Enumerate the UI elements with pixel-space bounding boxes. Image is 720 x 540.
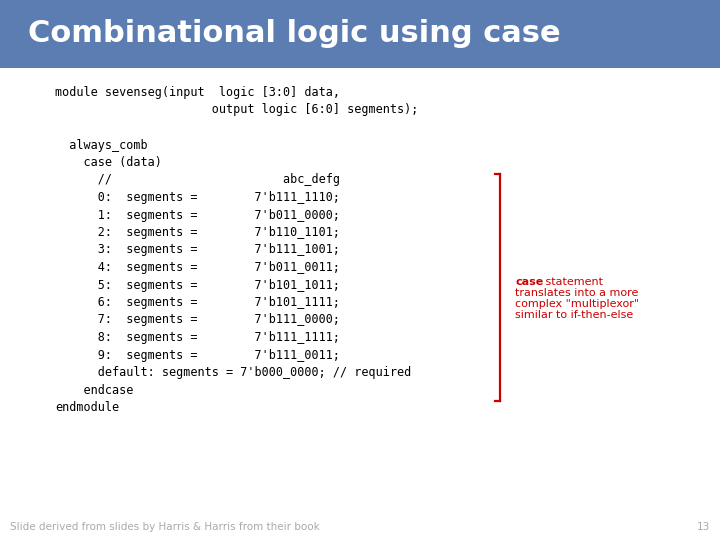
Text: endmodule: endmodule bbox=[55, 401, 119, 414]
Text: 6:  segments =        7'b101_1111;: 6: segments = 7'b101_1111; bbox=[55, 296, 340, 309]
Text: //                        abc_defg: // abc_defg bbox=[55, 173, 340, 186]
Text: case: case bbox=[515, 277, 544, 287]
Text: 9:  segments =        7'b111_0011;: 9: segments = 7'b111_0011; bbox=[55, 348, 340, 361]
Text: case (data): case (data) bbox=[55, 156, 162, 169]
FancyBboxPatch shape bbox=[0, 0, 720, 68]
Text: 2:  segments =        7'b110_1101;: 2: segments = 7'b110_1101; bbox=[55, 226, 340, 239]
Text: 4:  segments =        7'b011_0011;: 4: segments = 7'b011_0011; bbox=[55, 261, 340, 274]
Text: 5:  segments =        7'b101_1011;: 5: segments = 7'b101_1011; bbox=[55, 279, 340, 292]
Text: Combinational logic using case: Combinational logic using case bbox=[28, 19, 561, 49]
Text: statement: statement bbox=[542, 277, 603, 287]
Text: endcase: endcase bbox=[55, 383, 133, 396]
Text: default: segments = 7'b000_0000; // required: default: segments = 7'b000_0000; // requ… bbox=[55, 366, 411, 379]
Text: Slide derived from slides by Harris & Harris from their book: Slide derived from slides by Harris & Ha… bbox=[10, 522, 320, 532]
Text: similar to if-then-else: similar to if-then-else bbox=[515, 310, 634, 320]
Text: 8:  segments =        7'b111_1111;: 8: segments = 7'b111_1111; bbox=[55, 331, 340, 344]
Text: module sevenseg(input  logic [3:0] data,: module sevenseg(input logic [3:0] data, bbox=[55, 86, 340, 99]
Text: 7:  segments =        7'b111_0000;: 7: segments = 7'b111_0000; bbox=[55, 314, 340, 327]
Text: 3:  segments =        7'b111_1001;: 3: segments = 7'b111_1001; bbox=[55, 244, 340, 256]
Text: always_comb: always_comb bbox=[55, 138, 148, 152]
Text: translates into a more: translates into a more bbox=[515, 288, 639, 298]
Text: output logic [6:0] segments);: output logic [6:0] segments); bbox=[55, 104, 418, 117]
Text: 1:  segments =        7'b011_0000;: 1: segments = 7'b011_0000; bbox=[55, 208, 340, 221]
Text: complex "multiplexor": complex "multiplexor" bbox=[515, 299, 639, 309]
Text: 13: 13 bbox=[697, 522, 710, 532]
Text: 0:  segments =        7'b111_1110;: 0: segments = 7'b111_1110; bbox=[55, 191, 340, 204]
